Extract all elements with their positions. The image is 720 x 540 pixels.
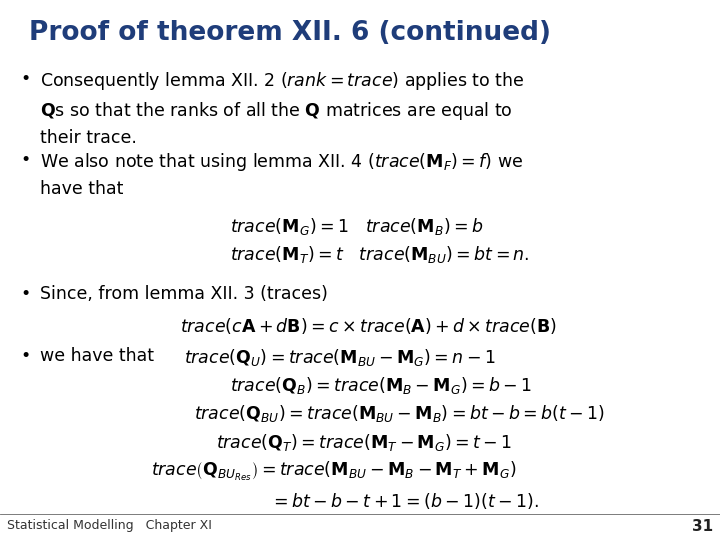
Text: $trace(\mathbf{Q}_U) = trace(\mathbf{M}_{BU} - \mathbf{M}_G) = n - 1$: $trace(\mathbf{Q}_U) = trace(\mathbf{M}_…: [184, 347, 495, 368]
Text: we have that: we have that: [40, 347, 153, 364]
Text: $= bt - b - t + 1 = (b-1)(t-1).$: $= bt - b - t + 1 = (b-1)(t-1).$: [270, 491, 539, 511]
Text: $trace(\mathbf{Q}_B) = trace(\mathbf{M}_B - \mathbf{M}_G) = b - 1$: $trace(\mathbf{Q}_B) = trace(\mathbf{M}_…: [230, 375, 532, 396]
Text: $trace(\mathbf{Q}_T) = trace(\mathbf{M}_T - \mathbf{M}_G) = t - 1$: $trace(\mathbf{Q}_T) = trace(\mathbf{M}_…: [216, 432, 512, 453]
Text: •: •: [20, 285, 30, 303]
Text: $trace\left(\mathbf{Q}_{BU_{Res}}\right) = trace(\mathbf{M}_{BU} - \mathbf{M}_B : $trace\left(\mathbf{Q}_{BU_{Res}}\right)…: [151, 460, 516, 483]
Text: 31: 31: [692, 519, 713, 535]
Text: •: •: [20, 70, 30, 88]
Text: We also note that using lemma XII. 4 ($trace(\mathbf{M}_F) = f$) we
have that: We also note that using lemma XII. 4 ($t…: [40, 151, 523, 198]
Text: •: •: [20, 347, 30, 364]
Text: Since, from lemma XII. 3 (traces): Since, from lemma XII. 3 (traces): [40, 285, 328, 303]
Text: Proof of theorem XII. 6 (continued): Proof of theorem XII. 6 (continued): [29, 20, 551, 46]
Text: •: •: [20, 151, 30, 169]
Text: $trace(\mathbf{Q}_{BU}) = trace(\mathbf{M}_{BU} - \mathbf{M}_B) = bt - b = b(t-1: $trace(\mathbf{Q}_{BU}) = trace(\mathbf{…: [194, 403, 606, 424]
Text: $trace(c\mathbf{A} + d\mathbf{B}) = c \times trace(\mathbf{A}) + d \times trace(: $trace(c\mathbf{A} + d\mathbf{B}) = c \t…: [180, 316, 557, 336]
Text: $trace(\mathbf{M}_T) = t \quad trace(\mathbf{M}_{BU}) = bt = n.$: $trace(\mathbf{M}_T) = t \quad trace(\ma…: [230, 244, 530, 265]
Text: $trace(\mathbf{M}_G) = 1 \quad trace(\mathbf{M}_B) = b$: $trace(\mathbf{M}_G) = 1 \quad trace(\ma…: [230, 216, 484, 237]
Text: Consequently lemma XII. 2 ($rank = trace$) applies to the
$\mathbf{Q}$s so that : Consequently lemma XII. 2 ($rank = trace…: [40, 70, 524, 147]
Text: Statistical Modelling   Chapter XI: Statistical Modelling Chapter XI: [7, 519, 212, 532]
